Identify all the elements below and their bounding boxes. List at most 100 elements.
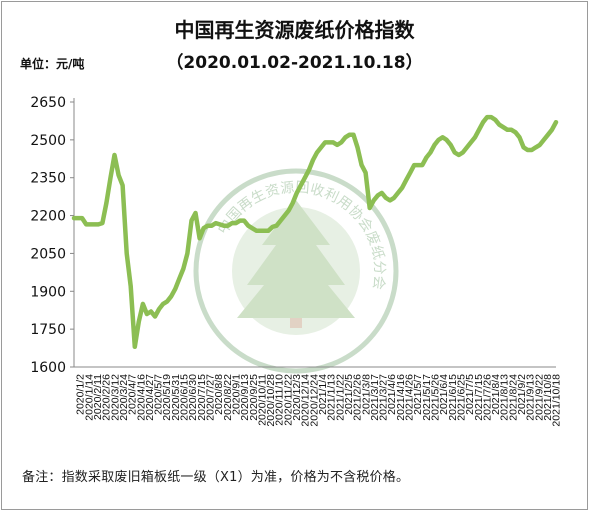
data-point <box>481 121 485 124</box>
data-point <box>129 285 132 288</box>
y-tick-label: 2500 <box>30 133 66 149</box>
data-point <box>490 115 493 119</box>
x-tick-label: 2020/4/7 <box>127 374 139 415</box>
data-point <box>465 146 469 149</box>
data-point <box>538 143 541 147</box>
data-point <box>255 229 258 232</box>
y-tick-label: 2350 <box>30 171 66 187</box>
data-point <box>542 138 545 142</box>
data-point <box>178 277 181 280</box>
data-point <box>477 128 481 131</box>
x-tick-label: 2021/6/15 <box>447 374 459 421</box>
x-tick-label: 2020/10/11 <box>256 374 268 426</box>
x-tick-label: 2021/1/22 <box>334 374 346 421</box>
data-point <box>514 131 517 134</box>
data-point <box>303 176 307 179</box>
x-tick-label: 2020/12/14 <box>300 374 312 427</box>
data-point <box>299 184 302 187</box>
x-tick-label: 2020/7/15 <box>196 374 208 421</box>
x-tick-label: 2020/9/13 <box>239 374 251 421</box>
x-tick-label: 2021/8/24 <box>507 374 519 421</box>
x-tick-label: 2021/9/22 <box>533 374 545 421</box>
x-tick-label: 2020/4/16 <box>135 374 147 421</box>
data-point <box>238 219 242 222</box>
data-point <box>97 223 100 226</box>
watermark-char: 废 <box>362 229 382 248</box>
data-point <box>409 171 412 174</box>
x-tick-label: 2020/5/19 <box>161 374 173 421</box>
data-point <box>550 128 554 131</box>
data-point <box>218 223 221 226</box>
x-tick-label: 2020/11/22 <box>282 374 294 426</box>
data-point <box>295 191 298 195</box>
watermark-char: 源 <box>280 180 296 197</box>
data-point <box>469 141 473 144</box>
x-axis: 2020/1/22020/1/142020/2/112020/2/262020/… <box>74 366 563 427</box>
data-point <box>242 219 246 222</box>
data-point <box>494 118 497 121</box>
data-point <box>174 287 177 290</box>
x-tick-label: 2021/4/26 <box>404 374 416 421</box>
x-tick-label: 2021/5/7 <box>412 374 424 415</box>
data-point <box>413 163 416 167</box>
data-point <box>510 128 513 131</box>
data-point <box>283 214 286 217</box>
data-point <box>271 225 274 229</box>
data-point <box>72 216 76 220</box>
x-tick-label: 2021/5/26 <box>430 374 442 421</box>
data-point <box>404 179 408 182</box>
data-point <box>198 237 201 240</box>
x-tick-label: 2020/5/7 <box>153 374 165 415</box>
data-point <box>133 345 136 348</box>
watermark-char: 分 <box>371 260 388 275</box>
x-tick-label: 2020/6/15 <box>179 374 191 421</box>
data-point <box>400 186 404 189</box>
data-point <box>153 315 157 318</box>
x-tick-label: 2021/4/6 <box>386 374 398 415</box>
data-point <box>166 300 169 303</box>
data-point <box>319 146 323 149</box>
x-tick-label: 2020/5/31 <box>170 374 182 421</box>
data-point <box>348 133 351 136</box>
x-tick-label: 2021/2/5 <box>343 374 355 415</box>
data-point <box>182 267 185 270</box>
y-tick-label: 1900 <box>30 284 66 300</box>
data-point <box>170 295 173 298</box>
data-point <box>473 136 477 139</box>
data-point <box>117 174 120 177</box>
data-point <box>340 141 343 144</box>
data-point <box>396 191 400 195</box>
data-point <box>437 138 440 142</box>
data-point <box>445 138 448 142</box>
x-tick-label: 2021/10/8 <box>542 374 554 421</box>
data-point <box>449 143 452 147</box>
data-point <box>526 148 529 152</box>
data-point <box>429 151 432 154</box>
data-point <box>344 136 347 139</box>
data-point <box>157 307 161 311</box>
watermark-char: 纸 <box>368 244 387 261</box>
x-tick-label: 2020/12/3 <box>291 374 303 421</box>
data-point <box>141 302 145 306</box>
x-tick-label: 2021/4/16 <box>395 374 407 421</box>
data-point <box>530 148 533 152</box>
data-point <box>352 133 355 136</box>
x-tick-label: 2021/3/8 <box>360 374 372 415</box>
x-tick-label: 2021/7/26 <box>481 374 493 421</box>
chart-title: 中国再生资源废纸价格指数 <box>174 18 415 42</box>
y-tick-label: 2200 <box>30 209 66 225</box>
x-tick-label: 2021/8/13 <box>499 374 511 421</box>
data-point <box>384 196 388 200</box>
x-tick-label: 2021/9/13 <box>525 374 537 421</box>
data-point <box>287 209 290 212</box>
data-point <box>392 196 396 200</box>
data-point <box>518 136 521 139</box>
data-point <box>190 219 193 222</box>
data-point <box>85 223 88 226</box>
data-point <box>263 229 266 232</box>
data-point <box>275 224 278 227</box>
data-point <box>230 221 234 225</box>
data-point <box>149 310 153 313</box>
x-tick-label: 2020/11/10 <box>274 374 286 426</box>
